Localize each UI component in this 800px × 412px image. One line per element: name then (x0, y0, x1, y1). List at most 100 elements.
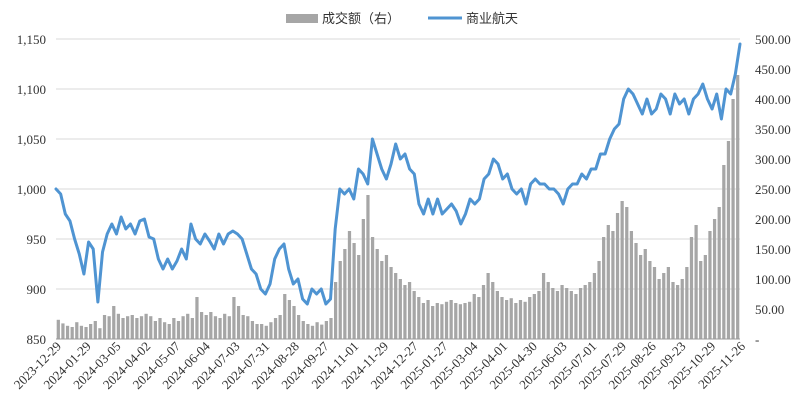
volume-bar (643, 249, 647, 339)
volume-bar (569, 291, 573, 339)
volume-bar (186, 313, 190, 339)
volume-bar (417, 297, 421, 339)
volume-bar (181, 316, 185, 339)
right-tick-label: - (755, 332, 759, 347)
volume-bar (675, 285, 680, 339)
volume-bar (652, 267, 657, 339)
volume-bar (149, 316, 153, 339)
volume-bar (107, 316, 111, 339)
right-tick-label: 150.00 (755, 242, 791, 257)
volume-bar (310, 325, 315, 339)
volume-bar (65, 325, 70, 339)
volume-bar (634, 243, 638, 339)
volume-bar (708, 231, 712, 339)
volume-bar (204, 315, 208, 339)
right-axis-ticks: - 50.00 100.00 150.00 200.00 250.00 300.00 350.… (755, 32, 791, 347)
volume-bar (468, 301, 472, 339)
volume-bar (232, 297, 236, 339)
volume-bar (167, 324, 171, 339)
volume-bar (158, 318, 162, 339)
volume-bar (121, 318, 125, 339)
volume-bar (606, 225, 610, 339)
volume-bar (273, 318, 278, 339)
volume-bar (255, 324, 259, 339)
volume-bar (176, 321, 181, 339)
volume-bar (209, 312, 213, 339)
volume-bar (435, 303, 439, 339)
volume-bar (592, 273, 597, 339)
index-line-path (54, 42, 742, 306)
volume-bar (199, 312, 204, 339)
left-tick-label: 1,050 (17, 132, 46, 147)
left-tick-label: 900 (27, 282, 47, 297)
volume-bar (98, 328, 102, 339)
volume-bar (722, 165, 726, 339)
volume-bar (338, 261, 342, 339)
volume-bar (426, 300, 430, 339)
legend-line-label: 商业航天 (466, 11, 518, 27)
volume-bar (440, 304, 444, 339)
volume-bar (70, 327, 74, 339)
volume-bar (130, 315, 134, 339)
left-tick-label: 1,150 (17, 32, 46, 47)
volume-bar (597, 261, 601, 339)
volume-bar (523, 301, 527, 339)
volume-bar (79, 325, 84, 339)
volume-bar (620, 201, 624, 339)
volume-bar (292, 306, 296, 339)
volume-bar (407, 282, 412, 339)
volume-bar (532, 294, 536, 339)
right-tick-label: 500.00 (755, 32, 791, 47)
index-line (54, 42, 742, 306)
volume-bar (343, 249, 347, 339)
volume-bar (629, 231, 634, 339)
volume-bar (726, 141, 731, 339)
volume-bar (357, 255, 361, 339)
volume-bar (380, 261, 384, 339)
legend-bar-label: 成交额（右） (322, 11, 400, 27)
volume-bar (324, 321, 328, 339)
volume-bar (283, 294, 287, 339)
volume-bar (537, 291, 541, 339)
volume-bar (518, 300, 523, 339)
volume-bar (153, 321, 157, 339)
volume-bar (712, 219, 717, 339)
volume-bar (615, 213, 620, 339)
volume-bar (333, 282, 338, 339)
volume-bar (236, 306, 241, 339)
volume-bar (662, 273, 666, 339)
volume-bar (329, 318, 333, 339)
volume-bar (551, 288, 555, 339)
volume-bar (75, 322, 79, 339)
volume-bar (463, 303, 467, 339)
volume-bar (366, 195, 370, 339)
left-tick-label: 850 (27, 332, 47, 347)
volume-bar (717, 207, 721, 339)
left-axis-ticks: 850 900 950 1,000 1,050 1,100 1,150 (17, 32, 46, 347)
volume-bar (625, 207, 629, 339)
volume-bar (731, 99, 735, 339)
right-tick-label: 200.00 (755, 212, 791, 227)
volume-bar (112, 306, 116, 339)
volume-bar (213, 316, 218, 339)
volume-bar (93, 321, 97, 339)
volume-bar (560, 285, 564, 339)
volume-bar (306, 324, 310, 339)
volume-bar (361, 219, 365, 339)
volume-bar (412, 291, 416, 339)
volume-bar (287, 300, 292, 339)
legend-bar-swatch (286, 14, 318, 23)
volume-bar (162, 322, 167, 339)
volume-bar (172, 318, 176, 339)
volume-bar (398, 279, 402, 339)
volume-bar (639, 255, 643, 339)
volume-bar (278, 315, 282, 339)
volume-bar (611, 231, 615, 339)
volume-bar (347, 231, 352, 339)
volume-bar (84, 327, 88, 339)
volume-bar (657, 279, 661, 339)
volume-bar (375, 249, 379, 339)
volume-bar (458, 304, 463, 339)
left-tick-label: 1,000 (17, 182, 46, 197)
volume-bar (703, 255, 707, 339)
